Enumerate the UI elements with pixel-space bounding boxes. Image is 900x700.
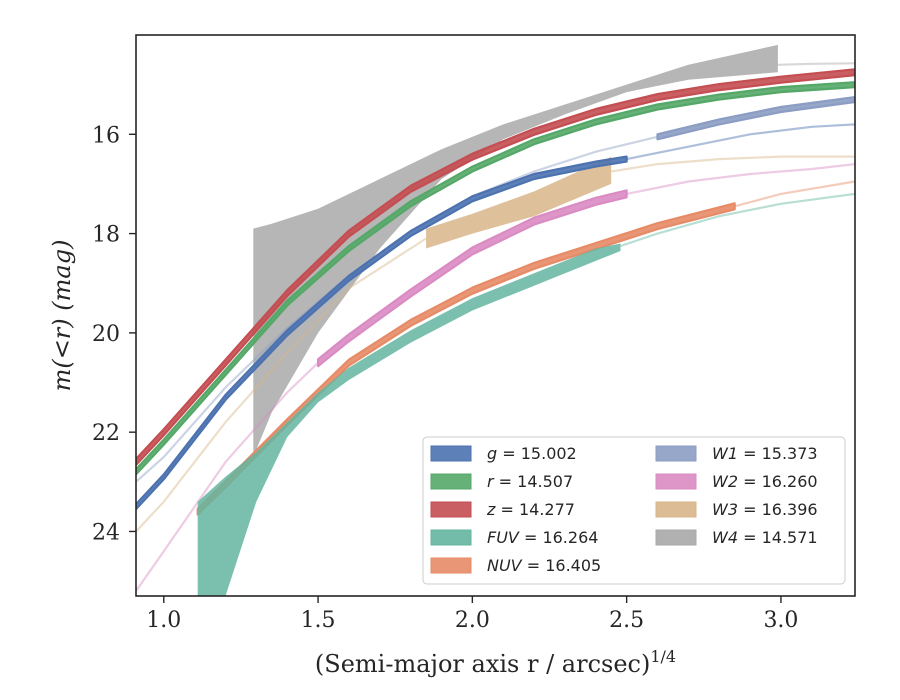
series-w2-extrapolation [626, 163, 855, 195]
series-r-band [136, 81, 855, 476]
x-tick-label: 2.0 [455, 608, 490, 633]
series-z [136, 68, 855, 466]
x-tick-label: 2.5 [609, 608, 644, 633]
legend-item-w3: W3 = 16.396 [655, 500, 818, 519]
series-nuv-extrapolation [734, 180, 855, 208]
series-g-extrapolation [626, 123, 855, 161]
series-w3-extrapolation [136, 237, 427, 533]
series-g [136, 123, 855, 511]
y-tick-label: 18 [92, 223, 120, 248]
y-axis-label: m(<r) (mag) [48, 240, 76, 392]
legend-swatch [430, 557, 472, 574]
x-axis-label: (Semi-major axis r / arcsec)1/4 [315, 647, 676, 678]
x-tick-label: 3.0 [763, 608, 798, 633]
legend-label: W3 = 16.396 [712, 500, 818, 519]
legend-swatch [430, 501, 472, 518]
x-axis-label-text: (Semi-major axis r / arcsec) [315, 650, 650, 678]
legend-item-w4: W4 = 14.571 [655, 528, 818, 547]
legend-label: FUV = 16.264 [487, 528, 598, 547]
y-tick-label: 16 [92, 123, 120, 148]
legend-label: W2 = 16.260 [712, 472, 818, 491]
series-w2-band [317, 189, 628, 368]
legend-label: W4 = 14.571 [712, 528, 818, 547]
series-w4-extrapolation [777, 62, 855, 66]
legend-item-z: z = 14.277 [430, 500, 575, 519]
series-w2 [136, 163, 855, 592]
series-fuv-extrapolation [620, 192, 855, 248]
legend-label: g = 15.002 [487, 444, 577, 463]
legend-swatch [655, 501, 697, 518]
y-tick-label: 24 [92, 520, 120, 545]
legend-swatch [430, 445, 472, 462]
legend-label: NUV = 16.405 [487, 556, 601, 575]
series-g-band [136, 155, 628, 511]
legend-swatch [655, 529, 697, 546]
axis-ticks: 1.0 1.5 2.0 2.5 3.0 16 18 20 22 24 [92, 123, 798, 633]
legend-item-fuv: FUV = 16.264 [430, 528, 598, 547]
legend-item-nuv: NUV = 16.405 [430, 556, 601, 575]
legend-label: z = 14.277 [486, 500, 575, 519]
legend-swatch [655, 473, 697, 490]
series-w1-band [656, 96, 855, 141]
series-w3-band [426, 156, 612, 249]
series-z-band [136, 68, 855, 466]
series-fuv [197, 192, 855, 596]
y-tick-label: 20 [92, 322, 120, 347]
legend-label: r = 14.507 [487, 472, 573, 491]
series-w4 [253, 44, 855, 458]
legend-item-w2: W2 = 16.260 [655, 472, 818, 491]
series-w3-extrapolation [611, 155, 855, 173]
series-w3 [136, 155, 855, 533]
legend-box [422, 436, 846, 585]
legend-label: W1 = 15.373 [712, 444, 818, 463]
legend-item-r: r = 14.507 [430, 472, 573, 491]
series-w2-extrapolation [136, 361, 319, 592]
x-axis-label-exponent: 1/4 [650, 647, 676, 666]
legend-item-w1: W1 = 15.373 [655, 444, 818, 463]
x-tick-label: 1.0 [146, 608, 181, 633]
x-tick-label: 1.5 [301, 608, 336, 633]
plot-frame [135, 34, 856, 597]
legend-swatch [655, 445, 697, 462]
legend-item-g: g = 15.002 [430, 444, 577, 463]
plot-area [136, 44, 855, 596]
series-r [136, 81, 855, 476]
legend-swatch [430, 473, 472, 490]
y-tick-label: 22 [92, 421, 120, 446]
legend: g = 15.002 r = 14.507 z = 14.277 FUV = 16.2… [422, 436, 846, 585]
legend-swatch [430, 529, 472, 546]
series-w4-band [253, 44, 778, 458]
